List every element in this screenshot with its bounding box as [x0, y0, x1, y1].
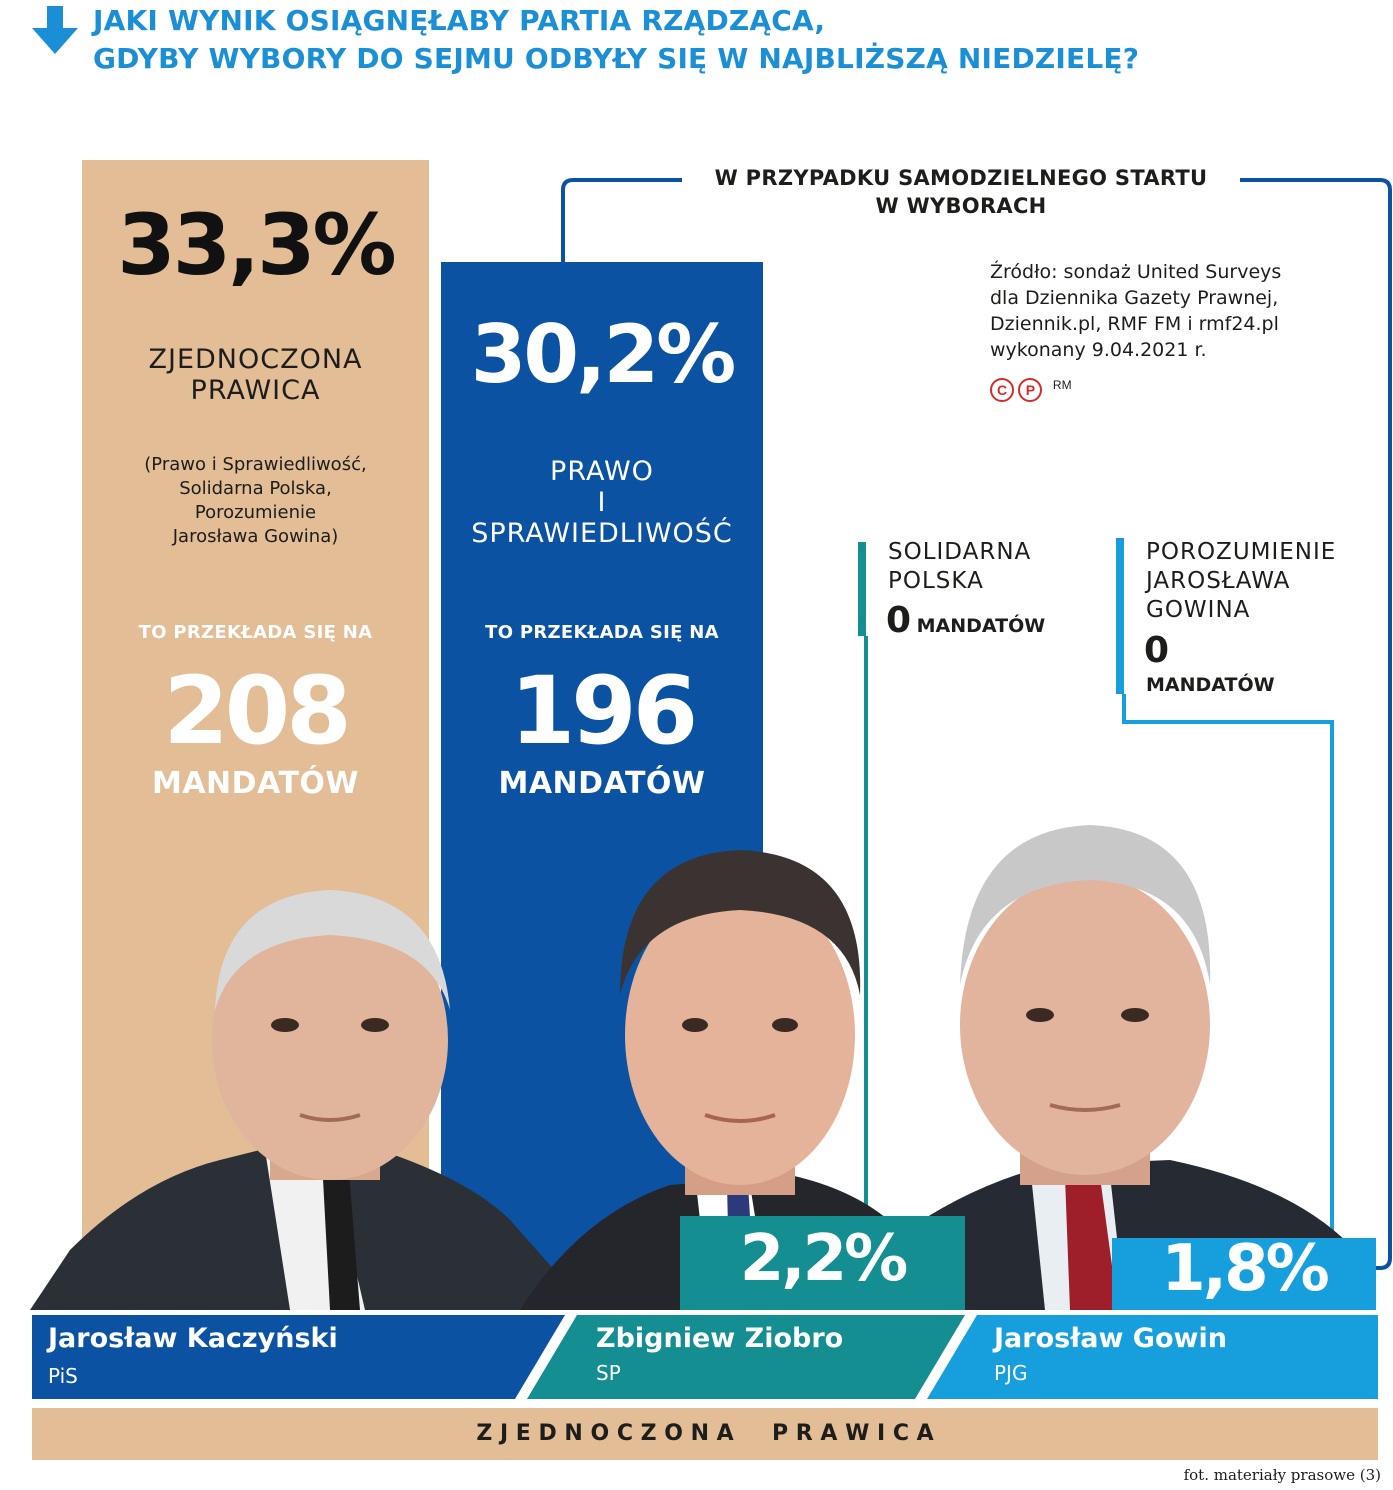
party-name-zp-line-2: PRAWICA [190, 375, 321, 406]
bracket-label-line-1: W PRZYPADKU SAMODZIELNEGO STARTU [714, 166, 1208, 190]
seats-number-pjg: 0 [1144, 630, 1170, 671]
party-name-zp: ZJEDNOCZONA PRAWICA [82, 344, 429, 406]
party-name-zp-line-1: ZJEDNOCZONA [148, 344, 363, 375]
party-name-pjg-line-3: GOWINA [1146, 597, 1251, 623]
party-members-line-4: Jarosława Gowina) [172, 526, 339, 547]
chart-title-line-2: GDYBY WYBORY DO SEJMU ODBYŁY SIĘ W NAJBL… [93, 42, 1140, 75]
party-name-pis-line-1: PRAWO [550, 456, 654, 487]
seats-number-pis: 196 [509, 657, 698, 766]
party-name-pis-line-3: SPRAWIEDLIWOŚĆ [471, 518, 733, 549]
party-members-line-3: Porozumienie [194, 502, 317, 523]
pct-label-pjg: 1,8% [1161, 1232, 1330, 1306]
party-name-sp: SOLIDARNA POLSKA [888, 538, 1031, 596]
seats-word-sp: MANDATÓW [916, 615, 1046, 637]
party-name-pjg: POROZUMIENIE JAROSŁAWA GOWINA [1146, 538, 1336, 625]
party-members-line-2: Solidarna Polska, [179, 478, 332, 499]
down-arrow-icon [32, 6, 78, 54]
party-members-zp: (Prawo i Sprawiedliwość, Solidarna Polsk… [82, 453, 429, 549]
party-name-sp-line-2: POLSKA [888, 568, 984, 594]
bar-porozumienie [1112, 1238, 1376, 1310]
party-name-pjg-line-1: POROZUMIENIE [1146, 539, 1337, 565]
person-name-ziobro: Zbigniew Ziobro [596, 1323, 844, 1354]
seats-sp: 0 MANDATÓW [886, 600, 1045, 641]
source-line-1: Źródło: sondaż United Surveys [990, 261, 1282, 283]
source-line-4: wykonany 9.04.2021 r. [990, 339, 1207, 361]
person-name-kaczynski: Jarosław Kaczyński [48, 1323, 338, 1354]
name-band [32, 1315, 1378, 1399]
portrait-jaroslaw-kaczynski [30, 890, 590, 1310]
pct-label-pis: 30,2% [470, 308, 737, 401]
party-name-pjg-line-2: JAROSŁAWA [1146, 568, 1291, 594]
seats-word-pis: MANDATÓW [498, 766, 706, 801]
portrait-jaroslaw-gowin [870, 825, 1370, 1310]
bracket-label: W PRZYPADKU SAMODZIELNEGO STARTU W WYBOR… [682, 164, 1240, 220]
source-line-2: dla Dziennika Gazety Prawnej, [990, 287, 1279, 309]
seats-number-zp: 208 [163, 657, 351, 766]
seats-number-sp: 0 [886, 600, 912, 641]
party-members-line-1: (Prawo i Sprawiedliwość, [144, 454, 367, 475]
chart-title-line-1: JAKI WYNIK OSIĄGNĘŁABY PARTIA RZĄDZĄCA, [93, 4, 826, 37]
source-line-3: Dziennik.pl, RMF FM i rmf24.pl [990, 313, 1279, 335]
photo-credit: fot. materiały prasowe (3) [1183, 1466, 1381, 1484]
party-name-sp-line-1: SOLIDARNA [888, 539, 1032, 565]
bracket-label-line-2: W WYBORACH [875, 194, 1047, 218]
party-name-pis-line-2: I [597, 487, 607, 518]
bar-solidarna-polska [680, 1216, 965, 1310]
translates-label-zp: TO PRZEKŁADA SIĘ NA [138, 622, 373, 643]
party-name-pis: PRAWO I SPRAWIEDLIWOŚĆ [441, 456, 763, 549]
pct-label-zp: 33,3% [117, 196, 396, 294]
person-party-ziobro: SP [596, 1361, 621, 1385]
source-note: Źródło: sondaż United Surveys dla Dzienn… [990, 259, 1281, 363]
person-party-kaczynski: PiS [48, 1364, 78, 1388]
coalition-label: Z J E D N O C Z O N A P R A W I C A [476, 1421, 934, 1446]
copyright-marks: C P RM [990, 378, 1072, 402]
pct-label-sp: 2,2% [739, 1222, 909, 1296]
coalition-band: Z J E D N O C Z O N A P R A W I C A [32, 1408, 1378, 1460]
translates-label-pis: TO PRZEKŁADA SIĘ NA [485, 622, 719, 643]
person-party-gowin: PJG [994, 1361, 1028, 1385]
person-name-gowin: Jarosław Gowin [994, 1323, 1227, 1354]
rm-mark: RM [1052, 378, 1072, 392]
copyright-c-icon: C [990, 378, 1014, 402]
seats-word-zp: MANDATÓW [151, 766, 360, 801]
copyright-p-icon: P [1018, 378, 1043, 402]
seats-word-pjg: MANDATÓW [1146, 674, 1275, 696]
